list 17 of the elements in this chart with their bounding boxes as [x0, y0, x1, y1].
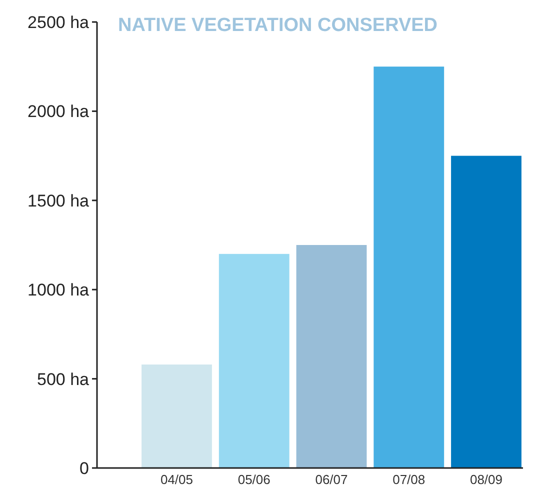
bar — [218, 254, 290, 468]
bar — [296, 245, 367, 468]
y-tick-label: 2000 ha — [28, 102, 90, 122]
y-tick-label: 500 ha — [37, 370, 90, 389]
bar — [374, 66, 444, 468]
y-tick-label: 2500 ha — [28, 12, 90, 32]
y-tick-label: 1500 ha — [28, 191, 90, 210]
bar — [451, 156, 522, 468]
y-tick-label: 1000 ha — [28, 280, 90, 300]
x-tick-label: 05/06 — [238, 472, 270, 487]
x-tick-label: 06/07 — [315, 472, 348, 487]
x-tick-label: 08/09 — [470, 472, 503, 487]
bar — [142, 364, 212, 468]
chart-title: NATIVE VEGETATION CONSERVED — [118, 15, 438, 36]
y-tick-label: 0 — [80, 458, 89, 478]
x-tick-label: 04/05 — [160, 472, 194, 487]
x-tick-label: 07/08 — [392, 472, 426, 487]
